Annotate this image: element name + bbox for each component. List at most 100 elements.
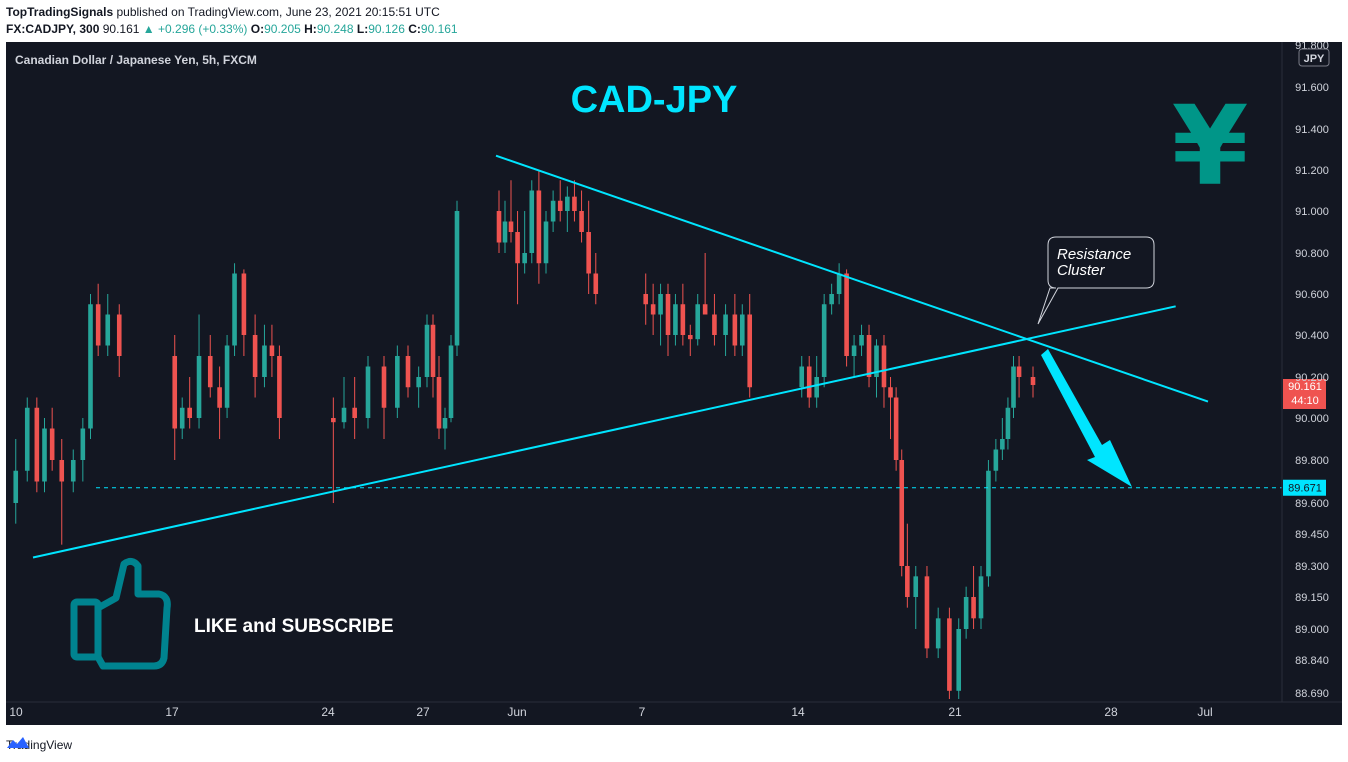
candle-body <box>665 294 671 335</box>
candle-body <box>680 304 686 335</box>
candle-body <box>874 345 879 377</box>
change-value: +0.296 (+0.33%) <box>158 22 248 36</box>
x-tick-label: 28 <box>1104 705 1118 719</box>
candle-body <box>241 273 247 335</box>
candle-body <box>836 273 842 294</box>
symbol-info: FX:CADJPY, 300 90.161 ▲ +0.296 (+0.33%) … <box>6 22 458 36</box>
candle-body <box>712 314 717 335</box>
candle-body <box>207 356 213 388</box>
candle-body <box>1000 439 1005 450</box>
candle-body <box>821 304 827 377</box>
candle-body <box>502 221 508 243</box>
candle-body <box>899 460 905 566</box>
y-tick-label: 89.450 <box>1295 529 1329 541</box>
candle-body <box>695 304 701 340</box>
x-tick-label: Jun <box>507 705 526 719</box>
candle-body <box>956 629 962 691</box>
high-value: 90.248 <box>316 22 354 36</box>
close-value: 90.161 <box>420 22 458 36</box>
candle-body <box>430 324 436 377</box>
candle-body <box>881 345 887 388</box>
level-price-label: 89.671 <box>1288 483 1322 495</box>
candle-body <box>436 377 442 429</box>
candle-body <box>579 211 584 232</box>
candle-body <box>529 190 535 253</box>
down-arrow-icon <box>1041 349 1132 487</box>
candle-body <box>381 366 387 408</box>
candle-body <box>565 196 570 211</box>
x-tick-label: 7 <box>639 705 646 719</box>
publish-text: published on TradingView.com, June 23, 2… <box>116 5 440 19</box>
y-tick-label: 90.800 <box>1295 248 1329 260</box>
x-tick-label: 27 <box>416 705 430 719</box>
change-up-icon: ▲ <box>142 22 155 36</box>
y-tick-label: 90.400 <box>1295 330 1329 342</box>
candle-body <box>739 314 745 346</box>
candle-body <box>851 345 857 356</box>
candle-body <box>1030 377 1036 385</box>
y-tick-label: 89.300 <box>1295 561 1329 573</box>
resistance-callout: Resistance Cluster <box>1037 236 1155 325</box>
current-price-label: 90.161 <box>1288 381 1322 393</box>
y-tick-label: 90.200 <box>1295 372 1329 384</box>
candle-body <box>515 232 520 264</box>
close-label: C: <box>408 22 421 36</box>
candle-body <box>232 273 237 346</box>
candle-body <box>550 200 556 222</box>
candle-body <box>1011 366 1016 408</box>
candle-body <box>732 314 738 346</box>
candle-body <box>978 576 984 619</box>
currency-badge-box[interactable] <box>1298 48 1330 67</box>
high-label: H: <box>304 22 317 36</box>
candle-body <box>947 618 952 691</box>
candle-body <box>352 407 357 418</box>
candle-body <box>963 597 969 629</box>
candle-body <box>986 470 991 577</box>
resistance-label-line1: Resistance <box>1057 246 1131 263</box>
candle-body <box>687 335 693 340</box>
tradingview-logo-icon <box>7 737 29 748</box>
yen-icon: ¥ <box>1172 82 1249 210</box>
candle-body <box>859 335 864 346</box>
countdown-label: 44:10 <box>1291 395 1319 407</box>
y-tick-label: 90.600 <box>1295 289 1329 301</box>
candle-body <box>331 418 336 423</box>
low-value: 90.126 <box>368 22 405 36</box>
x-tick-label: 21 <box>948 705 962 719</box>
candle-body <box>88 304 93 429</box>
candle-body <box>1005 407 1011 439</box>
candle-body <box>643 294 649 305</box>
y-tick-label: 91.400 <box>1295 124 1329 136</box>
candle-body <box>24 407 30 471</box>
candle-body <box>971 597 976 619</box>
candle-body <box>723 314 728 335</box>
candle-body <box>49 428 55 460</box>
instrument-label: Canadian Dollar / Japanese Yen, 5h, FXCM <box>15 53 257 67</box>
currency-badge: JPY <box>1304 53 1325 65</box>
candle-body <box>572 196 577 211</box>
candle-body <box>105 314 111 346</box>
publisher-name[interactable]: TopTradingSignals <box>6 5 114 19</box>
y-tick-label: 88.840 <box>1295 655 1329 667</box>
candle-body <box>673 304 678 335</box>
candle-body <box>586 232 591 274</box>
symbol-label: FX:CADJPY, 300 <box>6 22 100 36</box>
y-tick-label: 88.690 <box>1295 688 1329 700</box>
candle-body <box>80 428 86 460</box>
candle-body <box>993 449 999 471</box>
candle-body <box>844 273 849 356</box>
chart-area[interactable]: 90.161 44:10 89.671 91.800 91.600 91.400 91.2… <box>6 42 1342 725</box>
tradingview-footer[interactable]: TradingView <box>6 735 72 755</box>
candle-body <box>416 377 421 388</box>
candle-body <box>341 407 347 423</box>
candle-body <box>59 460 65 482</box>
candle-body <box>187 407 192 418</box>
cta-text[interactable]: LIKE and SUBSCRIBE <box>194 616 394 637</box>
price-chart[interactable]: 90.161 44:10 89.671 91.800 91.600 91.400 91.2… <box>6 42 1342 725</box>
candle-body <box>496 211 502 243</box>
candle-body <box>217 387 222 408</box>
candle-body <box>924 576 930 649</box>
y-tick-label: 91.800 <box>1295 42 1329 52</box>
candle-body <box>650 304 656 315</box>
candle-body <box>702 304 708 315</box>
